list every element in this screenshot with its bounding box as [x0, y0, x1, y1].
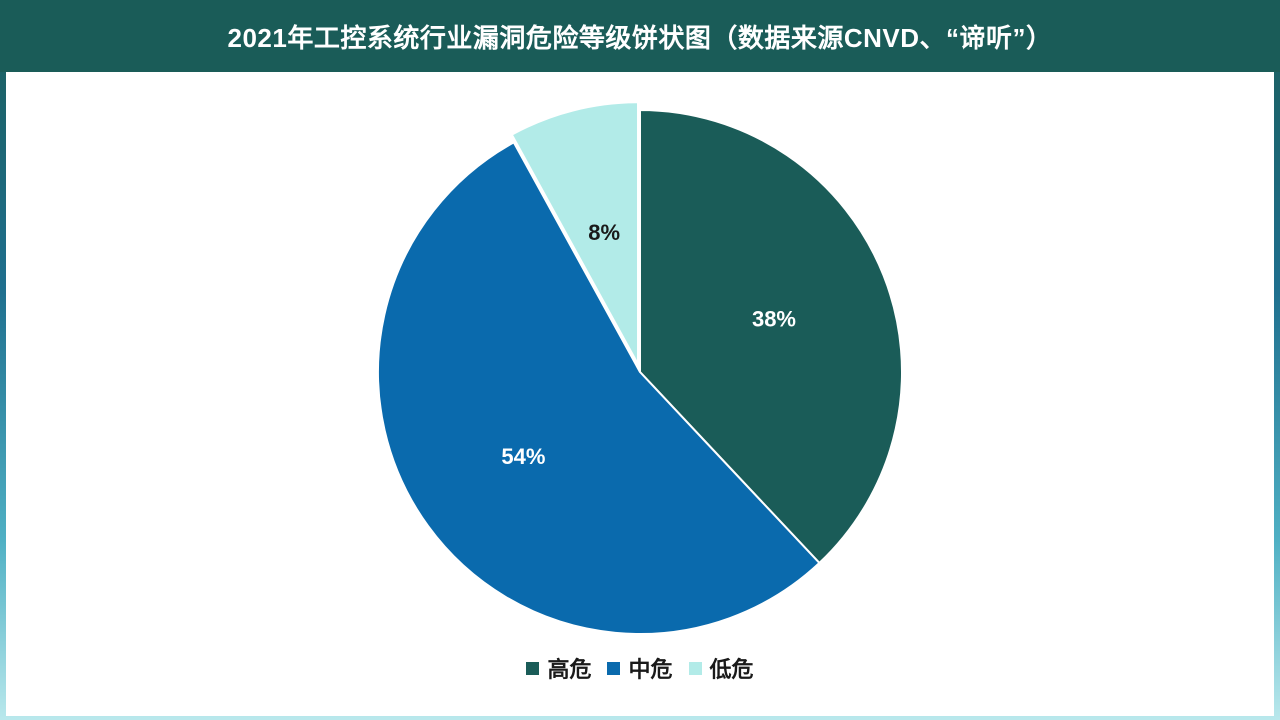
- legend-swatch-medium: [607, 661, 621, 675]
- pie-slice-label-1: 54%: [501, 444, 545, 469]
- legend-label-low: 低危: [709, 657, 754, 682]
- legend-label-medium: 中危: [628, 657, 673, 682]
- pie-slice-1: [377, 141, 821, 635]
- title-bar: 2021年工控系统行业漏洞危险等级饼状图（数据来源CNVD、“谛听”）: [0, 0, 1280, 72]
- legend: 高危 中危 低危: [0, 650, 1280, 686]
- legend-swatch-high: [526, 661, 540, 675]
- legend-item-high: 高危: [526, 652, 591, 684]
- legend-swatch-low: [688, 661, 702, 675]
- pie-slice-label-0: 38%: [752, 306, 796, 331]
- pie-slice-label-2: 8%: [588, 220, 620, 245]
- legend-item-medium: 中危: [607, 652, 673, 684]
- pie-slice-0: [639, 108, 903, 565]
- pie-slice-2: [510, 101, 640, 365]
- chart-title: 2021年工控系统行业漏洞危险等级饼状图（数据来源CNVD、“谛听”）: [227, 22, 1053, 53]
- legend-label-high: 高危: [547, 657, 592, 682]
- legend-item-low: 低危: [688, 652, 754, 684]
